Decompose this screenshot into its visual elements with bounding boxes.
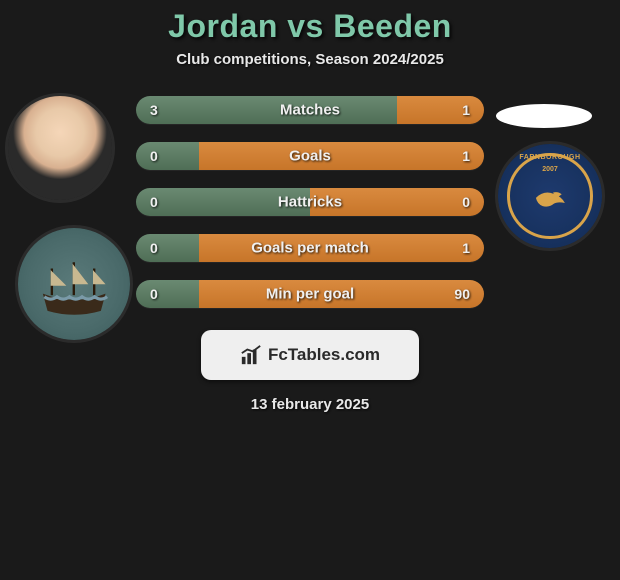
bar-right-fill — [199, 142, 484, 170]
stat-row: 01Goals per match — [136, 234, 484, 262]
stat-row: 00Hattricks — [136, 188, 484, 216]
page-title: Jordan vs Beeden — [0, 8, 620, 45]
bar-right-value: 1 — [462, 102, 470, 118]
club-right-year: 2007 — [542, 166, 558, 173]
club-left-badge — [18, 228, 130, 340]
bar-left-value: 3 — [150, 102, 158, 118]
player-left-avatar — [8, 96, 112, 200]
bar-left-fill — [136, 188, 310, 216]
club-right-name: FARNBOROUGH — [519, 154, 580, 161]
source-logo[interactable]: FcTables.com — [201, 330, 419, 380]
stat-row: 01Goals — [136, 142, 484, 170]
bar-right-fill — [310, 188, 484, 216]
bar-right-value: 0 — [462, 194, 470, 210]
bar-left-fill — [136, 142, 199, 170]
stat-bars: 31Matches01Goals00Hattricks01Goals per m… — [136, 96, 484, 308]
bar-right-value: 1 — [462, 148, 470, 164]
ship-icon — [35, 245, 113, 323]
stat-row: 090Min per goal — [136, 280, 484, 308]
club-right-badge: FARNBOROUGH 2007 — [498, 144, 602, 248]
bar-right-fill — [397, 96, 484, 124]
player-right-avatar — [496, 104, 592, 128]
bar-left-fill — [136, 96, 397, 124]
subtitle: Club competitions, Season 2024/2025 — [0, 51, 620, 68]
bar-right-value: 1 — [462, 240, 470, 256]
bar-left-value: 0 — [150, 194, 158, 210]
stat-row: 31Matches — [136, 96, 484, 124]
bar-left-value: 0 — [150, 148, 158, 164]
footer-date: 13 february 2025 — [0, 396, 620, 413]
bar-right-fill — [199, 234, 484, 262]
bar-left-fill — [136, 234, 199, 262]
bar-left-value: 0 — [150, 240, 158, 256]
bar-left-fill — [136, 280, 199, 308]
bar-left-value: 0 — [150, 286, 158, 302]
comparison-card: Jordan vs Beeden Club competitions, Seas… — [0, 0, 620, 413]
bird-icon — [530, 180, 570, 220]
chart-icon — [240, 344, 262, 366]
stats-area: FARNBOROUGH 2007 31Matches01Goals00Hattr… — [0, 96, 620, 413]
bar-right-fill — [199, 280, 484, 308]
bar-right-value: 90 — [454, 286, 470, 302]
club-right-ring: FARNBOROUGH 2007 — [507, 153, 592, 238]
logo-text: FcTables.com — [268, 345, 380, 365]
